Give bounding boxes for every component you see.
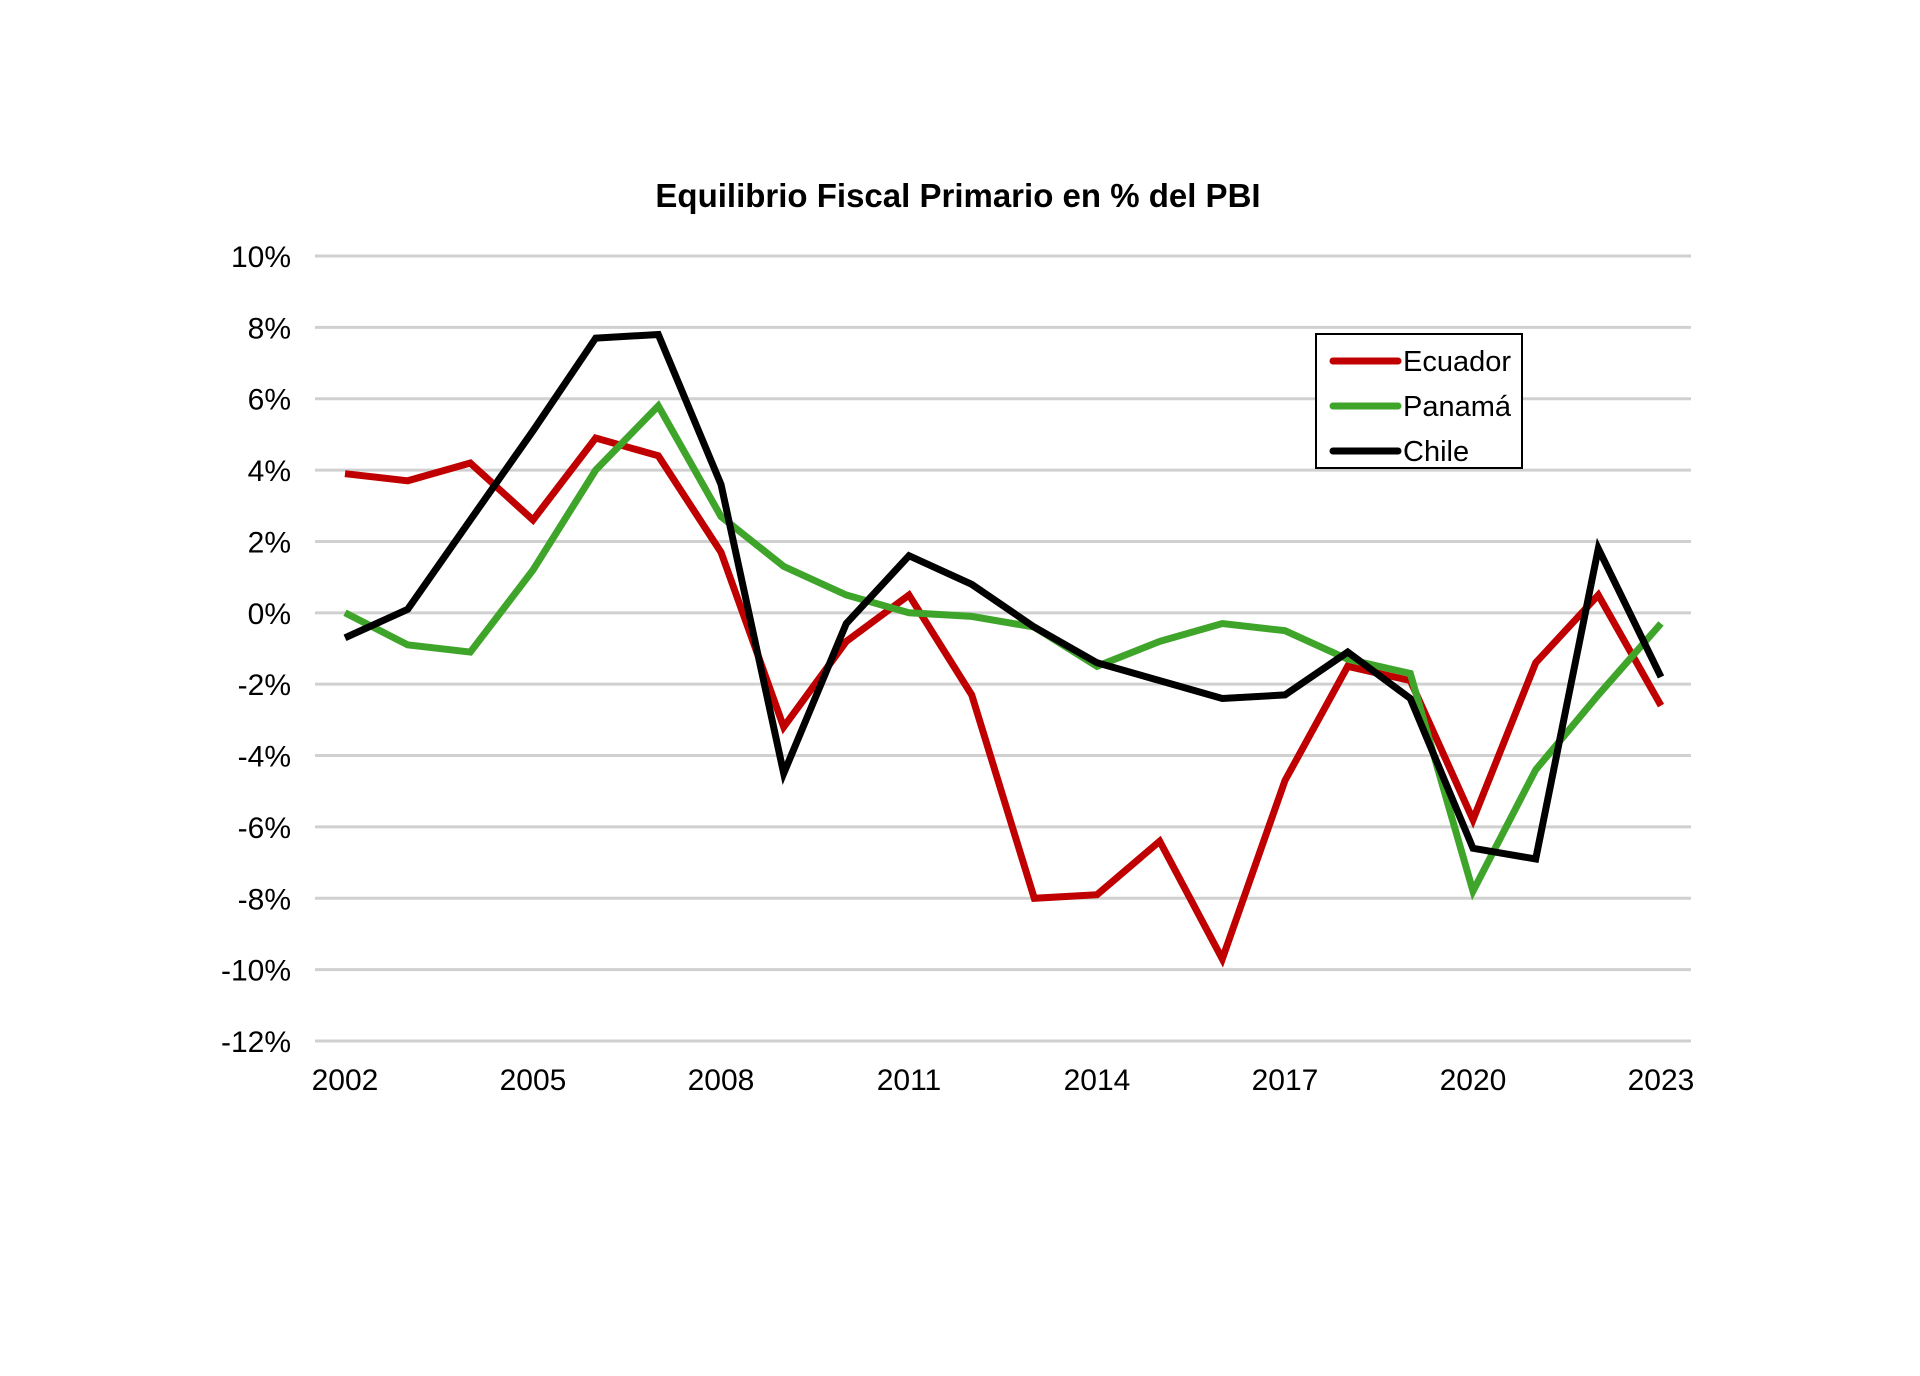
x-tick-label: 2008 [688, 1064, 755, 1097]
series-line-chile [343, 330, 1665, 864]
y-tick-label: -10% [221, 955, 291, 988]
y-tick-label: 10% [231, 241, 291, 274]
series-lines [343, 330, 1665, 968]
x-tick-label: 2002 [312, 1064, 379, 1097]
y-tick-label: -2% [238, 669, 291, 702]
series-line-ecuador [344, 433, 1665, 968]
y-axis-ticks: 10% 8% 6% 4% 2% 0% -2% -4% -6% -8% -10% -12% [221, 241, 291, 1059]
y-tick-label: -12% [221, 1026, 291, 1059]
chart-title: Equilibrio Fiscal Primario en % del PBI [655, 177, 1260, 214]
legend-label: Chile [1403, 436, 1469, 468]
x-tick-label: 2005 [500, 1064, 567, 1097]
legend: Ecuador Panamá Chile [1315, 333, 1523, 469]
y-tick-label: 8% [248, 312, 291, 345]
y-tick-label: 6% [248, 384, 291, 417]
y-tick-label: -4% [238, 741, 291, 774]
x-tick-label: 2011 [877, 1064, 942, 1097]
legend-box [1315, 333, 1523, 469]
x-tick-label: 2017 [1252, 1064, 1319, 1097]
legend-label: Ecuador [1403, 346, 1511, 378]
y-tick-label: -6% [238, 812, 291, 845]
y-tick-label: 2% [248, 526, 291, 559]
x-axis-ticks: 2002 2005 2008 2011 2014 2017 2020 2023 [312, 1064, 1695, 1097]
y-tick-label: 4% [248, 455, 291, 488]
x-tick-label: 2014 [1064, 1064, 1131, 1097]
y-tick-label: 0% [248, 598, 291, 631]
x-tick-label: 2023 [1628, 1064, 1695, 1097]
y-tick-label: -8% [238, 883, 291, 916]
gridlines [315, 254, 1691, 1043]
x-tick-label: 2020 [1440, 1064, 1507, 1097]
legend-label: Panamá [1403, 391, 1512, 423]
